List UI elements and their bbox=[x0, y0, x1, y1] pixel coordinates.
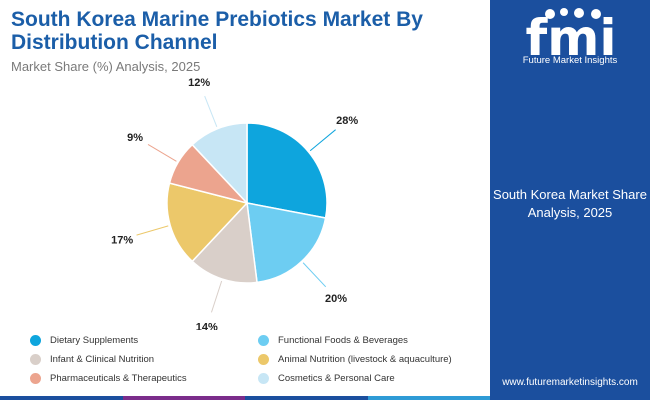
data-label-1: 20% bbox=[325, 293, 347, 305]
legend-swatch bbox=[258, 335, 269, 346]
legend-swatch bbox=[30, 373, 41, 384]
data-label-3: 17% bbox=[111, 234, 133, 246]
legend-swatch bbox=[258, 354, 269, 365]
legend-item: Pharmaceuticals & Therapeutics bbox=[30, 372, 258, 385]
website-link[interactable]: www.futuremarketinsights.com bbox=[490, 377, 650, 388]
legend-label: Cosmetics & Personal Care bbox=[278, 373, 395, 384]
pie-slice-0 bbox=[247, 123, 327, 218]
legend-label: Functional Foods & Beverages bbox=[278, 335, 408, 346]
sidebar-caption: South Korea Market Share Analysis, 2025 bbox=[490, 186, 650, 222]
bottom-color-bar bbox=[0, 396, 490, 400]
pie-chart: 28% 20% 14% 17% 9% 12% bbox=[0, 0, 490, 330]
legend-label: Infant & Clinical Nutrition bbox=[50, 354, 154, 365]
bar-segment-3 bbox=[368, 396, 491, 400]
brand-sidebar: fmi Future Market Insights South Korea M… bbox=[490, 0, 650, 400]
legend-item: Functional Foods & Beverages bbox=[258, 334, 480, 347]
legend-item: Infant & Clinical Nutrition bbox=[30, 353, 258, 366]
legend-item: Animal Nutrition (livestock & aquacultur… bbox=[258, 353, 480, 366]
brand-name: Future Market Insights bbox=[490, 55, 650, 66]
data-label-5: 12% bbox=[188, 77, 210, 89]
leader-line-0 bbox=[310, 130, 335, 151]
leader-line-2 bbox=[211, 281, 221, 312]
leader-line-4 bbox=[148, 144, 176, 161]
legend: Dietary Supplements Functional Foods & Be… bbox=[30, 334, 480, 385]
data-label-2: 14% bbox=[196, 322, 218, 330]
leader-line-5 bbox=[205, 96, 217, 127]
bar-segment-2 bbox=[245, 396, 368, 400]
data-label-0: 28% bbox=[336, 115, 358, 127]
legend-item: Dietary Supplements bbox=[30, 334, 258, 347]
legend-label: Animal Nutrition (livestock & aquacultur… bbox=[278, 354, 452, 365]
bar-segment-1 bbox=[123, 396, 246, 400]
legend-swatch bbox=[30, 354, 41, 365]
leader-line-3 bbox=[137, 226, 169, 235]
legend-swatch bbox=[30, 335, 41, 346]
legend-item: Cosmetics & Personal Care bbox=[258, 372, 480, 385]
leader-line-1 bbox=[303, 263, 326, 287]
legend-swatch bbox=[258, 373, 269, 384]
legend-label: Pharmaceuticals & Therapeutics bbox=[50, 373, 187, 384]
data-label-4: 9% bbox=[127, 132, 143, 144]
bar-segment-0 bbox=[0, 396, 123, 400]
legend-label: Dietary Supplements bbox=[50, 335, 138, 346]
